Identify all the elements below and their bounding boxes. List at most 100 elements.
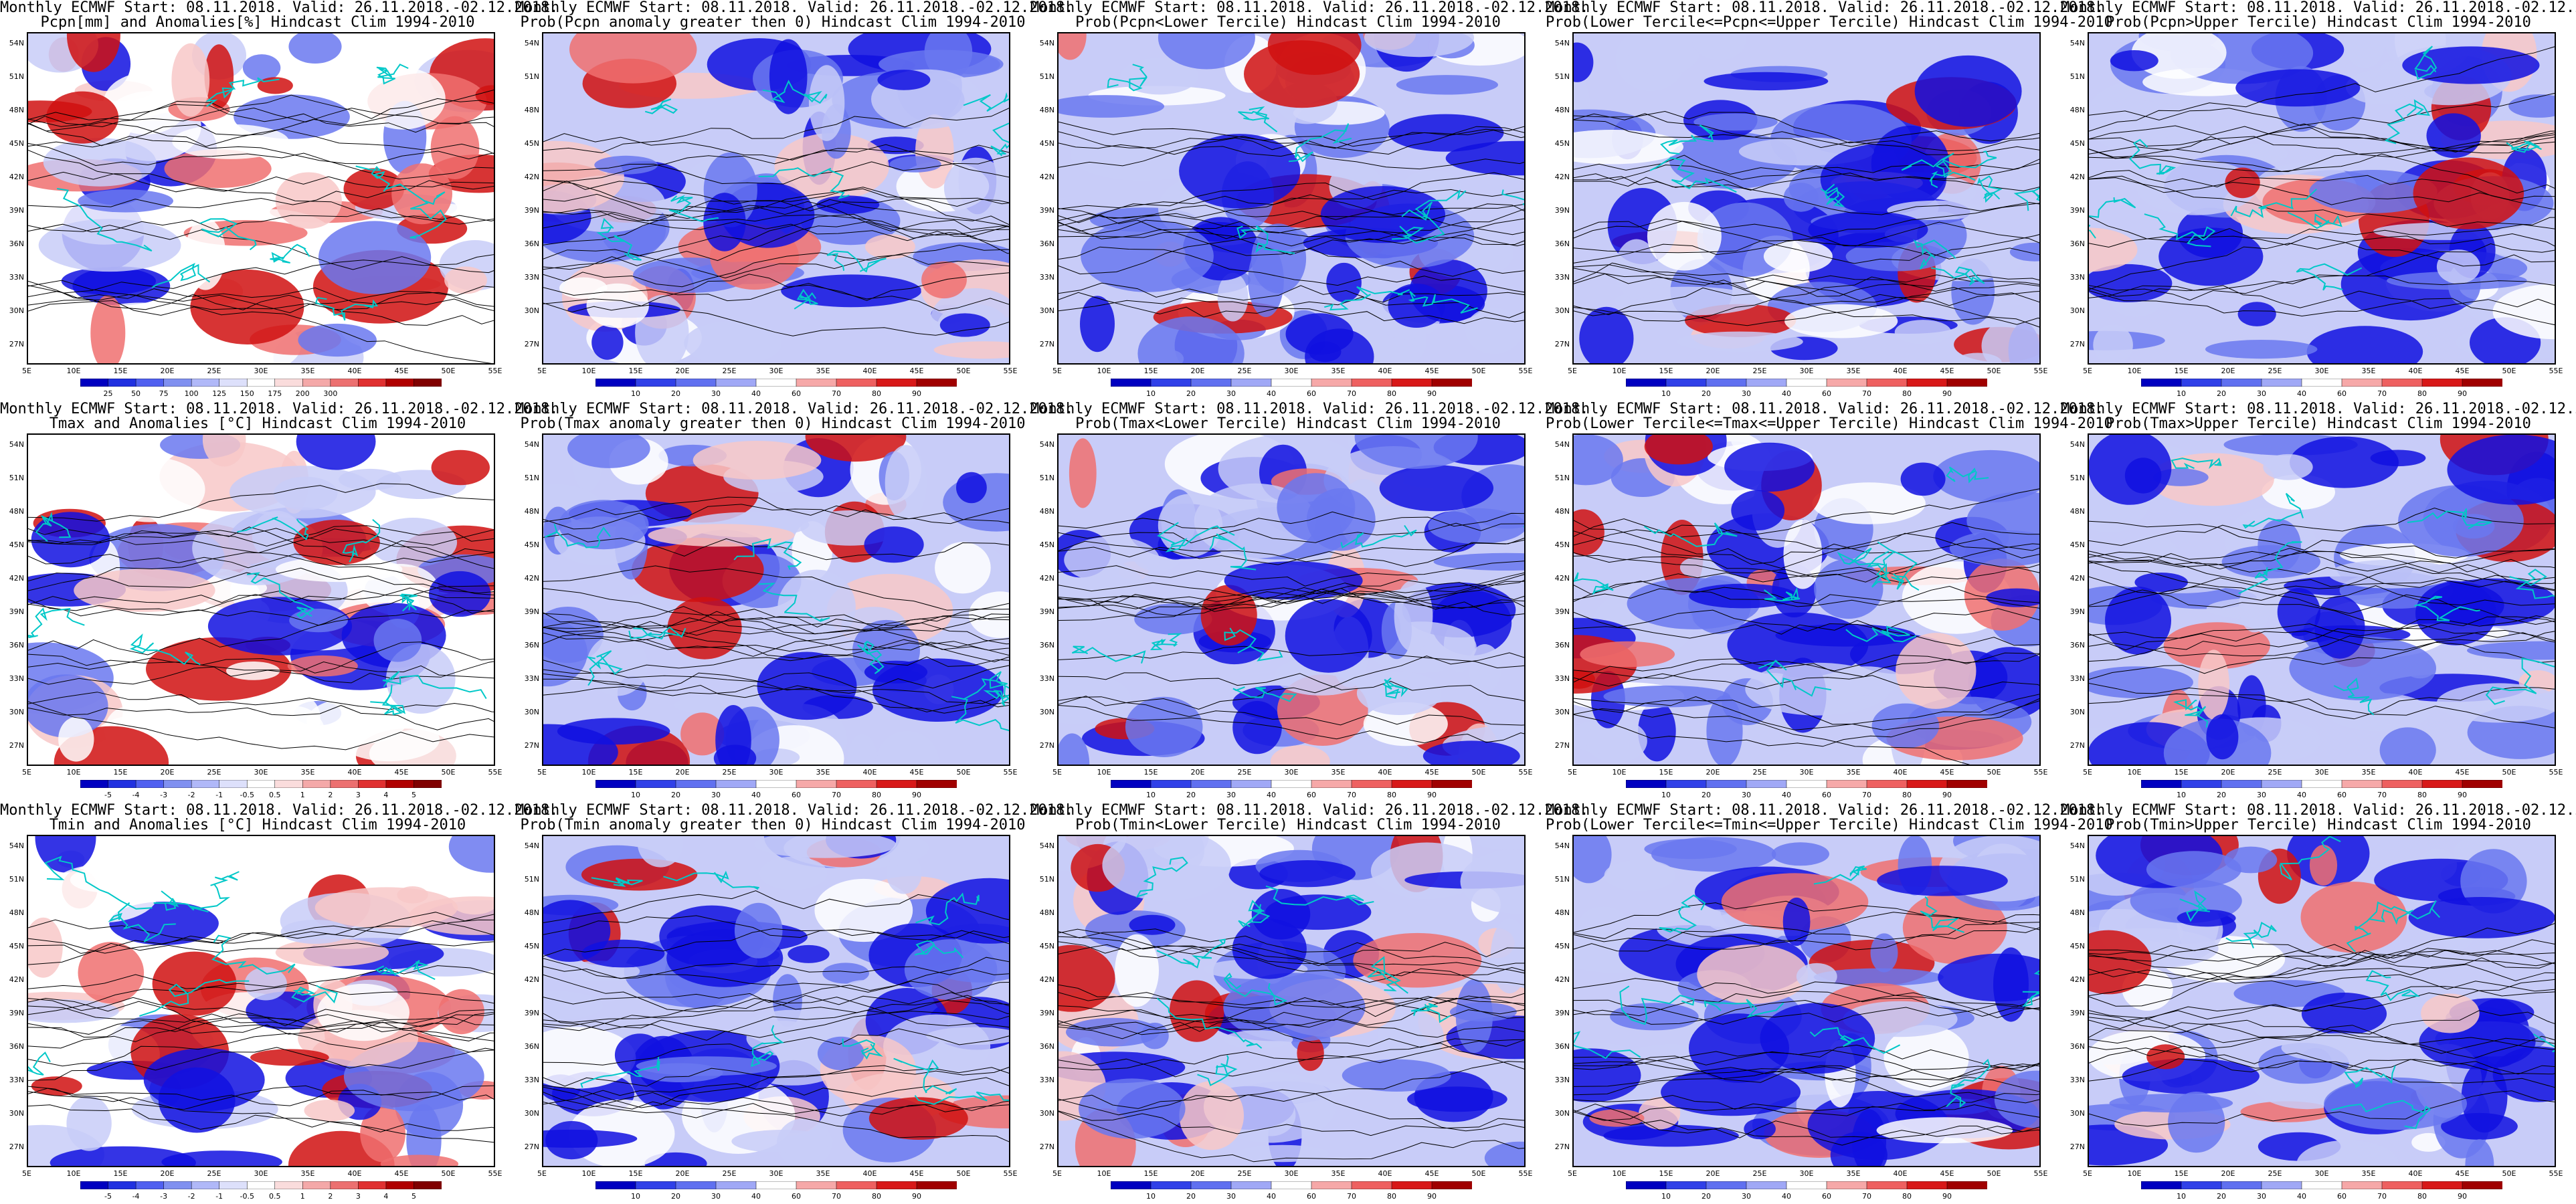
latitude-label: 27N bbox=[524, 1142, 539, 1151]
contour-line bbox=[2089, 177, 2555, 205]
colorbar-label: 20 bbox=[671, 1192, 680, 1201]
field-shading bbox=[875, 730, 940, 765]
field-shading bbox=[1326, 262, 1362, 302]
field-shading bbox=[638, 1063, 723, 1082]
colorbar-segment bbox=[1391, 1181, 1433, 1189]
field-shading bbox=[1704, 72, 1829, 91]
contour-line bbox=[28, 142, 494, 180]
latitude-label: 48N bbox=[524, 106, 539, 114]
field-shading bbox=[1574, 130, 1683, 165]
latitude-label: 30N bbox=[1039, 708, 1054, 716]
field-shading bbox=[304, 1100, 355, 1122]
field-shading bbox=[781, 274, 922, 308]
field-shading bbox=[1265, 894, 1372, 930]
contour-line bbox=[1059, 246, 1524, 293]
contour-line bbox=[1059, 652, 1524, 710]
coastline bbox=[2287, 211, 2342, 229]
coastline bbox=[211, 934, 296, 975]
colorbar-label: 20 bbox=[2217, 791, 2226, 799]
contour-line bbox=[543, 974, 1009, 1028]
colorbar-label: 30 bbox=[711, 389, 721, 398]
field-shading bbox=[1574, 836, 1612, 884]
colorbar-segment bbox=[302, 379, 331, 387]
panel-title-line2: Prob(Tmin anomaly greater then 0) Hindca… bbox=[520, 817, 1026, 833]
field-shading bbox=[431, 449, 490, 486]
field-shading bbox=[1871, 703, 1940, 748]
field-shading bbox=[757, 651, 857, 720]
longitude-label: 15E bbox=[1659, 367, 1673, 375]
field-shading bbox=[397, 886, 428, 904]
longitude-label: 10E bbox=[1612, 1169, 1627, 1178]
field-shading bbox=[1379, 465, 1494, 512]
field-shading bbox=[1845, 241, 1947, 272]
field-shading bbox=[1125, 696, 1203, 757]
field-shading bbox=[2109, 1094, 2233, 1113]
field-shading bbox=[293, 520, 380, 565]
latitude-label: 51N bbox=[9, 474, 24, 482]
colorbar-label: 175 bbox=[268, 389, 282, 398]
coastline bbox=[1107, 64, 1148, 92]
contour-line bbox=[28, 1013, 494, 1049]
contour-line bbox=[28, 180, 494, 209]
colorbar-segment bbox=[1391, 379, 1433, 387]
colorbar-segment bbox=[2421, 1181, 2463, 1189]
field-shading bbox=[391, 163, 452, 225]
coastline bbox=[189, 871, 240, 909]
contour-line bbox=[1059, 298, 1524, 324]
contour-line bbox=[2089, 693, 2555, 728]
field-shading bbox=[1679, 557, 1712, 578]
longitude-label: 10E bbox=[1612, 367, 1627, 375]
latitude-label: 36N bbox=[2069, 239, 2085, 248]
longitude-label: 20E bbox=[1190, 768, 1205, 777]
colorbar-label: 20 bbox=[1186, 389, 1196, 398]
colorbar-label: 90 bbox=[2458, 791, 2467, 799]
contour-line bbox=[1574, 900, 2039, 933]
longitude-label: 20E bbox=[160, 1169, 175, 1178]
coastline bbox=[1659, 894, 1706, 934]
field-shading bbox=[1644, 839, 1737, 860]
contour-line bbox=[543, 565, 1009, 611]
field-shading bbox=[289, 609, 348, 633]
longitude-label: 20E bbox=[2221, 768, 2235, 777]
field-shading bbox=[53, 615, 189, 647]
colorbar-segment bbox=[755, 379, 797, 387]
coastline bbox=[1238, 106, 1278, 132]
coastline bbox=[1135, 856, 1188, 898]
colorbar-label: 3 bbox=[355, 1192, 361, 1201]
colorbar-segment bbox=[302, 780, 331, 788]
panel-title-line2: Tmin and Anomalies [°C] Hindcast Clim 19… bbox=[49, 817, 466, 833]
latitude-label: 33N bbox=[1554, 1076, 1570, 1084]
coastline bbox=[1288, 123, 1352, 163]
coastline bbox=[1367, 956, 1408, 994]
contour-line bbox=[1059, 928, 1524, 974]
latitude-label: 51N bbox=[9, 72, 24, 81]
contour-line bbox=[1059, 589, 1524, 609]
longitude-label: 5E bbox=[22, 1169, 31, 1178]
longitude-label: 30E bbox=[1284, 768, 1299, 777]
contour-line bbox=[1059, 1111, 1524, 1163]
field-shading bbox=[1883, 1025, 1969, 1091]
colorbar-label: 90 bbox=[912, 791, 921, 799]
latitude-label: 39N bbox=[524, 607, 539, 616]
latitude-label: 45N bbox=[1554, 942, 1570, 950]
field-shading bbox=[316, 983, 409, 1041]
contour-line bbox=[1574, 991, 2039, 1017]
longitude-label: 15E bbox=[113, 367, 128, 375]
coastline bbox=[1643, 522, 1738, 547]
colorbar-label: 10 bbox=[1661, 791, 1671, 799]
field-shading bbox=[280, 920, 351, 944]
contour-line bbox=[543, 213, 1009, 236]
field-shading bbox=[1223, 973, 1366, 1042]
latitude-label: 30N bbox=[1039, 1109, 1054, 1118]
longitude-label: 20E bbox=[1706, 768, 1720, 777]
field-shading bbox=[1079, 1078, 1186, 1139]
latitude-label: 54N bbox=[9, 440, 24, 449]
colorbar-segment bbox=[1111, 780, 1152, 788]
panel-title-line2: Pcpn[mm] and Anomalies[%] Hindcast Clim … bbox=[40, 14, 475, 31]
contour-line bbox=[543, 588, 1009, 651]
longitude-label: 25E bbox=[2268, 768, 2282, 777]
coastline bbox=[951, 696, 1009, 732]
latitude-label: 33N bbox=[1554, 674, 1570, 683]
contour-line bbox=[1059, 126, 1524, 149]
longitude-label: 5E bbox=[1568, 1169, 1577, 1178]
